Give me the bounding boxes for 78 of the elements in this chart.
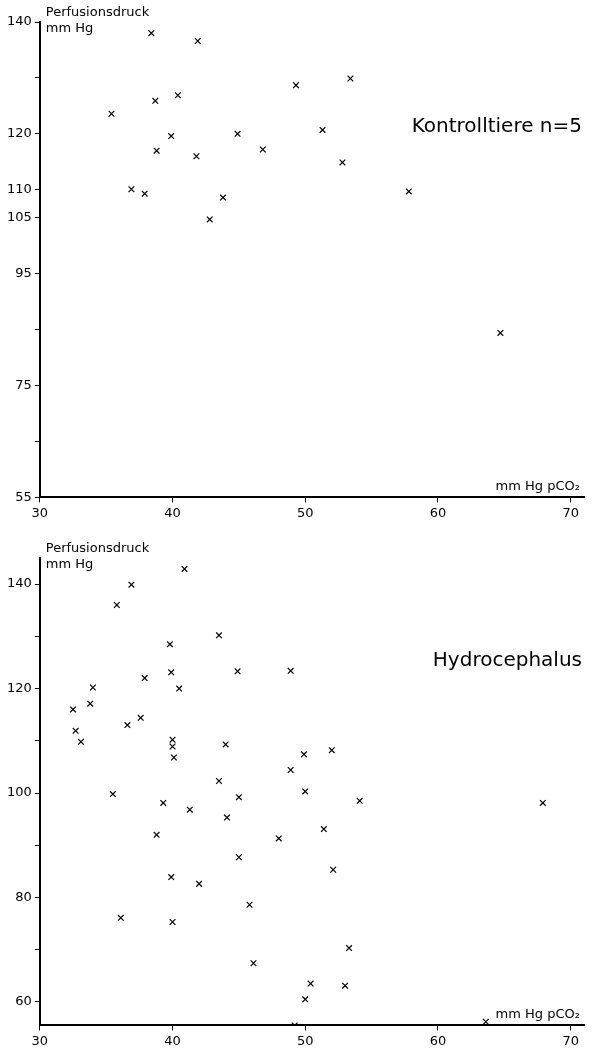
y-tick-label: 140: [6, 575, 32, 591]
y-tick-label: 140: [6, 13, 32, 29]
point: [109, 790, 117, 798]
x-axis-title: mm Hg pCO₂: [495, 478, 580, 494]
point: [174, 91, 182, 99]
point: [169, 918, 176, 926]
y-tick-label: 60: [15, 993, 32, 1009]
annotation: Kontrolltiere n=5: [411, 112, 582, 137]
point: [235, 793, 243, 801]
point: [234, 667, 242, 675]
y-tick-label: 105: [6, 209, 32, 225]
x-tick-label: 50: [297, 504, 314, 520]
point: [77, 738, 85, 746]
x-tick-label: 70: [562, 504, 579, 520]
point: [167, 668, 175, 676]
point: [141, 674, 149, 682]
point: [127, 185, 135, 193]
point: [320, 825, 328, 833]
point: [159, 799, 167, 807]
point: [275, 835, 283, 842]
y-tick-label: 95: [15, 265, 32, 281]
x-axis-title: mm Hg pCO₂: [495, 1006, 580, 1022]
x-tick-label: 50: [297, 1032, 314, 1048]
point: [356, 797, 364, 805]
x-tick-label: 60: [429, 1032, 447, 1048]
point: [287, 667, 295, 675]
point: [405, 188, 413, 195]
x-tick-label: 40: [164, 504, 181, 520]
point: [167, 132, 175, 140]
point: [123, 721, 131, 729]
point: [215, 631, 223, 639]
point: [250, 959, 257, 967]
point: [496, 329, 504, 337]
y-tick-label: 55: [15, 488, 32, 504]
point: [259, 146, 267, 153]
point: [72, 727, 80, 735]
x-tick-label: 30: [31, 504, 49, 520]
point: [137, 714, 145, 722]
point: [341, 982, 349, 990]
y-axis-title: Perfusionsdruck mm Hg: [45, 3, 150, 35]
point: [292, 81, 300, 89]
point: [287, 766, 295, 774]
point: [89, 684, 97, 691]
y-tick-label: 100: [6, 784, 32, 800]
point: [153, 831, 161, 839]
y-tick-label: 75: [15, 376, 32, 392]
point: [167, 873, 175, 881]
point: [170, 754, 178, 761]
point: [329, 866, 337, 874]
x-tick-label: 30: [31, 1032, 49, 1048]
point: [246, 901, 253, 909]
annotation: Hydrocephalus: [432, 647, 582, 672]
point: [69, 706, 77, 713]
y-tick-label: 120: [6, 125, 32, 141]
y-tick-label: 120: [6, 679, 32, 695]
point: [175, 685, 183, 692]
point: [113, 601, 121, 609]
point: [301, 788, 309, 795]
point: [219, 194, 227, 202]
point: [234, 130, 242, 138]
point: [147, 29, 155, 37]
point: [223, 814, 231, 821]
x-tick-label: 70: [562, 1032, 579, 1048]
y-tick-label: 80: [15, 888, 32, 904]
point: [151, 97, 159, 105]
point: [186, 806, 194, 814]
point: [194, 37, 202, 45]
point: [181, 565, 188, 573]
point: [300, 750, 308, 758]
point: [206, 216, 214, 223]
x-tick-label: 40: [164, 1032, 181, 1048]
x-tick-label: 60: [429, 504, 447, 520]
y-axis-title: Perfusionsdruck mm Hg: [45, 539, 150, 571]
y-tick-label: 110: [6, 181, 32, 197]
point: [108, 110, 115, 118]
point: [235, 853, 243, 861]
point: [193, 152, 200, 160]
point: [319, 126, 326, 134]
